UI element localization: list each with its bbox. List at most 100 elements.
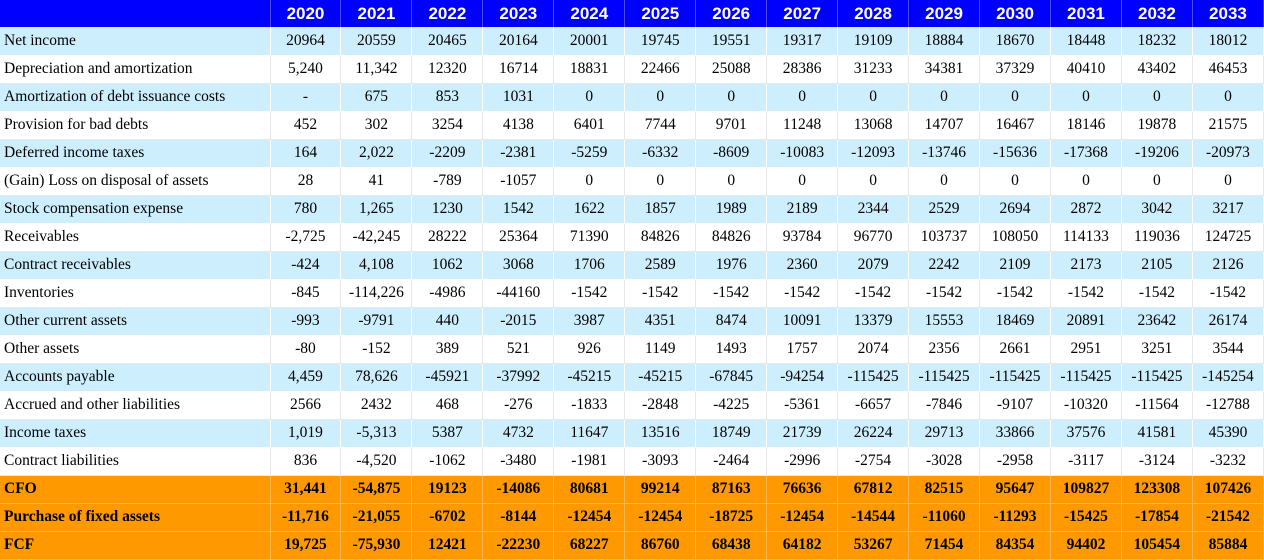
table-cell: 15553	[908, 307, 981, 336]
table-cell: 78,626	[340, 363, 413, 392]
table-cell: 95647	[979, 475, 1051, 504]
table-cell: 1493	[695, 335, 768, 364]
row-label: Other assets	[0, 335, 271, 364]
table-cell: -1542	[837, 279, 910, 308]
table-cell: 64182	[766, 531, 839, 560]
table-row: Deferred income taxes 164 2,022 -2209 -2381-…	[0, 139, 1264, 168]
row-label: Other current assets	[0, 307, 271, 336]
table-row: Other assets -80 -152 389 521 926 1149 1493 1757…	[0, 335, 1264, 364]
table-cell: 0	[979, 167, 1051, 196]
year-header: 2024	[553, 0, 626, 27]
table-cell: 68227	[553, 531, 626, 560]
table-cell: -12788	[1192, 391, 1264, 420]
table-cell: 80681	[553, 475, 626, 504]
table-cell: 2589	[624, 251, 697, 280]
table-cell: 4,108	[340, 251, 413, 280]
table-cell: -1542	[979, 279, 1051, 308]
total-row: CFO 31,441 -54,875 19123 -14086 80681 99214 871…	[0, 475, 1264, 504]
table-cell: -1542	[1050, 279, 1122, 308]
table-cell: 41581	[1121, 419, 1193, 448]
table-cell: 0	[624, 83, 697, 112]
table-cell: -1057	[482, 167, 555, 196]
table-cell: -2848	[624, 391, 697, 420]
table-cell: -14544	[837, 503, 910, 532]
year-header: 2032	[1121, 0, 1193, 27]
table-cell: 105454	[1121, 531, 1193, 560]
table-cell: 0	[1050, 167, 1122, 196]
table-cell: 18831	[553, 55, 626, 84]
table-cell: -4225	[695, 391, 768, 420]
table-cell: 0	[766, 167, 839, 196]
table-cell: 675	[340, 83, 413, 112]
table-cell: -1833	[553, 391, 626, 420]
table-cell: 2529	[908, 195, 981, 224]
table-cell: 71390	[553, 223, 626, 252]
table-cell: 41	[340, 167, 413, 196]
table-cell: 3217	[1192, 195, 1264, 224]
table-cell: -276	[482, 391, 555, 420]
table-cell: 20001	[553, 27, 626, 56]
table-row: Inventories -845 -114,226 -4986 -44160 -1542-…	[0, 279, 1264, 308]
table-cell: 12320	[411, 55, 484, 84]
table-cell: 43402	[1121, 55, 1193, 84]
year-header: 2027	[766, 0, 839, 27]
table-cell: 19745	[624, 27, 697, 56]
table-cell: -115425	[908, 363, 981, 392]
table-cell: -19206	[1121, 139, 1193, 168]
table-cell: -8609	[695, 139, 768, 168]
table-cell: 2189	[766, 195, 839, 224]
table-cell: 0	[1121, 83, 1193, 112]
table-cell: -1542	[695, 279, 768, 308]
table-cell: 45390	[1192, 419, 1264, 448]
table-cell: 780	[270, 195, 342, 224]
table-cell: 21739	[766, 419, 839, 448]
table-cell: -54,875	[340, 475, 413, 504]
table-row: Depreciation and amortization 5,240 11,342…	[0, 55, 1264, 84]
row-label: Receivables	[0, 223, 271, 252]
table-cell: 2,022	[340, 139, 413, 168]
table-cell: 28222	[411, 223, 484, 252]
table-cell: 8474	[695, 307, 768, 336]
table-row: Contract liabilities 836 -4,520 -1062 -3480-…	[0, 447, 1264, 476]
row-label: Contract liabilities	[0, 447, 271, 476]
table-cell: 836	[270, 447, 342, 476]
table-cell: -114,226	[340, 279, 413, 308]
table-cell: -17368	[1050, 139, 1122, 168]
table-cell: 2872	[1050, 195, 1122, 224]
table-cell: 1757	[766, 335, 839, 364]
total-row: Purchase of fixed assets -11,716 -21,055 -6…	[0, 503, 1264, 532]
year-header: 2026	[695, 0, 768, 27]
table-cell: -3093	[624, 447, 697, 476]
table-cell: 5,240	[270, 55, 342, 84]
table-cell: 1542	[482, 195, 555, 224]
table-cell: -21542	[1192, 503, 1264, 532]
table-cell: -152	[340, 335, 413, 364]
table-cell: 18670	[979, 27, 1051, 56]
row-label: Inventories	[0, 279, 271, 308]
table-cell: -1981	[553, 447, 626, 476]
table-cell: -45921	[411, 363, 484, 392]
table-cell: -1062	[411, 447, 484, 476]
table-cell: 20559	[340, 27, 413, 56]
table-cell: -845	[270, 279, 342, 308]
year-header: 2020	[270, 0, 342, 27]
table-cell: 13068	[837, 111, 910, 140]
table-cell: -6702	[411, 503, 484, 532]
table-cell: 0	[908, 83, 981, 112]
table-cell: 1976	[695, 251, 768, 280]
table-cell: -5361	[766, 391, 839, 420]
row-label: FCF	[0, 531, 271, 560]
table-cell: -11,716	[270, 503, 342, 532]
table-cell: 31,441	[270, 475, 342, 504]
table-cell: 302	[340, 111, 413, 140]
table-cell: -45215	[624, 363, 697, 392]
table-cell: -12454	[624, 503, 697, 532]
table-cell: -2996	[766, 447, 839, 476]
table-cell: -3480	[482, 447, 555, 476]
table-row: Stock compensation expense 780 1,265 1230 15…	[0, 195, 1264, 224]
table-cell: 2661	[979, 335, 1051, 364]
table-cell: -115425	[837, 363, 910, 392]
table-cell: 2242	[908, 251, 981, 280]
table-cell: -145254	[1192, 363, 1264, 392]
